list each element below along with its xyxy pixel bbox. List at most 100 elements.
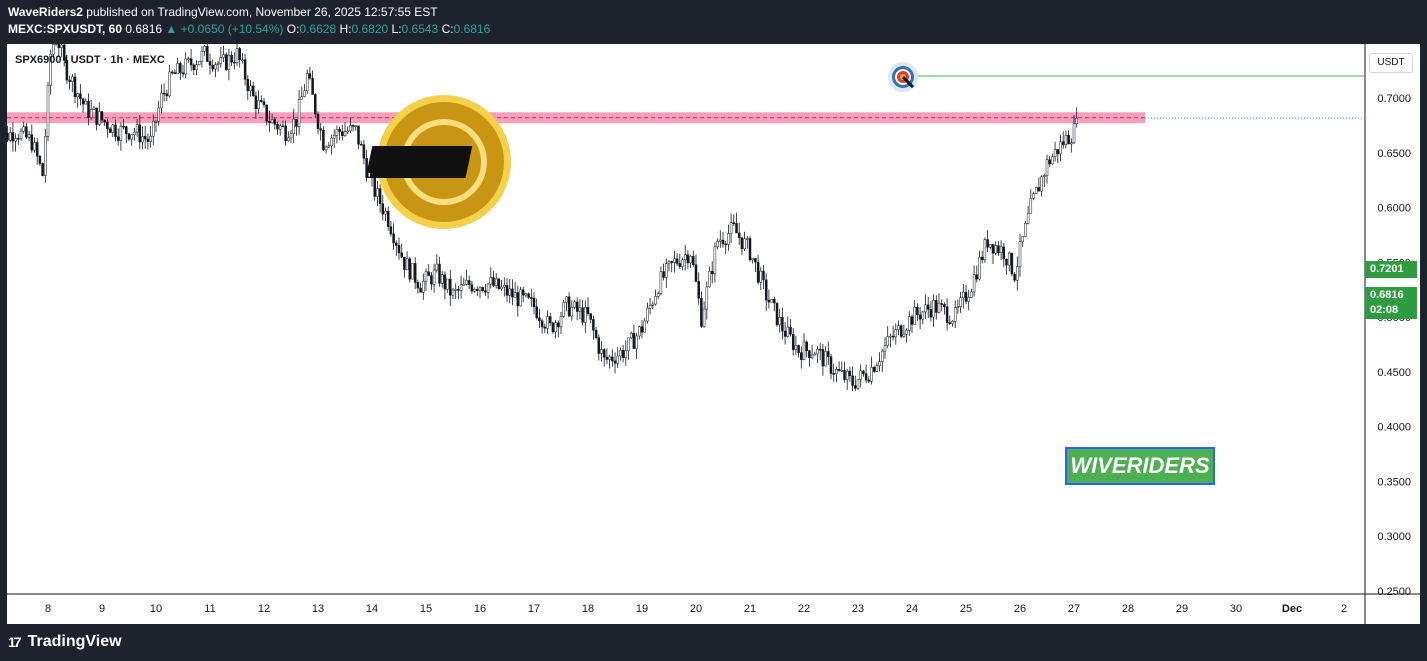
candle-body bbox=[824, 351, 827, 367]
candle-body bbox=[756, 261, 760, 283]
footer-brand[interactable]: TradingView bbox=[27, 633, 122, 650]
candle-body bbox=[365, 158, 368, 178]
x-tick-label: 8 bbox=[45, 603, 51, 615]
candle-body bbox=[68, 79, 71, 82]
candle-body bbox=[484, 290, 487, 293]
low-label: L: bbox=[391, 22, 402, 36]
candle-body bbox=[910, 316, 914, 325]
candle-body bbox=[152, 120, 155, 137]
candle-body bbox=[30, 134, 34, 151]
candle-body bbox=[743, 238, 746, 250]
candle-body bbox=[270, 119, 274, 124]
candle-body bbox=[192, 64, 196, 70]
candle-body bbox=[103, 119, 106, 123]
candle-body bbox=[989, 244, 992, 248]
candle-body bbox=[295, 119, 298, 127]
candle-body bbox=[611, 356, 614, 362]
candle-body bbox=[759, 270, 763, 283]
candle-body bbox=[1072, 123, 1076, 144]
candle-body bbox=[959, 297, 962, 308]
candle-body bbox=[764, 279, 768, 301]
candle-body bbox=[592, 319, 595, 331]
x-tick-label: 23 bbox=[852, 603, 864, 615]
candle-body bbox=[808, 350, 811, 359]
candle-body bbox=[184, 58, 187, 75]
candle-body bbox=[716, 240, 719, 248]
candle-body bbox=[656, 293, 660, 297]
candle-body bbox=[702, 308, 706, 327]
candle-body bbox=[470, 284, 474, 292]
candle-body bbox=[859, 370, 862, 380]
candle-body bbox=[473, 289, 476, 292]
candle-body bbox=[829, 356, 833, 374]
candle-body bbox=[794, 345, 798, 350]
x-tick-label: 25 bbox=[960, 603, 972, 615]
candle-body bbox=[1026, 212, 1030, 224]
candle-body bbox=[937, 303, 941, 313]
candle-body bbox=[689, 256, 692, 264]
candle-body bbox=[27, 134, 31, 138]
candle-body bbox=[837, 369, 841, 371]
candle-body bbox=[11, 132, 15, 142]
candle-body bbox=[200, 51, 204, 62]
candle-body bbox=[640, 326, 644, 333]
candle-body bbox=[1034, 187, 1038, 194]
candle-body bbox=[17, 138, 20, 140]
candle-body bbox=[816, 348, 819, 355]
candle-body bbox=[962, 291, 965, 299]
publisher-name[interactable]: WaveRiders2 bbox=[8, 5, 83, 19]
candle-body bbox=[168, 71, 171, 97]
currency-button[interactable]: USDT bbox=[1369, 53, 1413, 73]
candle-body bbox=[697, 281, 700, 299]
y-tick-label: 0.4500 bbox=[1377, 367, 1411, 379]
candle-body bbox=[805, 341, 808, 351]
brand-label: WIVERIDERS bbox=[1065, 447, 1215, 485]
candle-body bbox=[964, 291, 968, 302]
candle-body bbox=[322, 129, 325, 151]
candle-body bbox=[802, 341, 806, 360]
candle-body bbox=[629, 333, 633, 339]
candle-body bbox=[211, 64, 214, 70]
candle-body bbox=[160, 92, 163, 109]
candle-body bbox=[60, 44, 63, 49]
candle-body bbox=[489, 277, 493, 285]
candle-body bbox=[532, 297, 536, 307]
candle-body bbox=[451, 289, 455, 296]
candle-body bbox=[219, 57, 223, 64]
candle-body bbox=[754, 258, 757, 263]
chart-area[interactable]: 0.25000.30000.35000.40000.45000.50000.55… bbox=[7, 44, 1420, 624]
candle-body bbox=[980, 256, 984, 261]
candle-body bbox=[303, 90, 306, 97]
candle-body bbox=[349, 125, 352, 132]
candle-body bbox=[800, 352, 803, 360]
candle-body bbox=[503, 285, 506, 288]
candle-body bbox=[335, 129, 339, 136]
candle-body bbox=[8, 132, 12, 141]
candle-body bbox=[1021, 236, 1024, 243]
x-tick-label: 24 bbox=[906, 603, 918, 615]
candle-body bbox=[762, 270, 765, 281]
current-price-value: 0.6816 bbox=[1370, 289, 1404, 301]
candle-body bbox=[970, 291, 973, 298]
candle-body bbox=[778, 317, 781, 326]
candle-body bbox=[38, 155, 42, 164]
candle-body bbox=[521, 289, 525, 296]
candle-body bbox=[311, 77, 314, 95]
candle-body bbox=[408, 258, 412, 280]
candle-body bbox=[994, 245, 997, 254]
candle-body bbox=[619, 350, 622, 357]
candle-body bbox=[22, 126, 25, 132]
candle-body bbox=[197, 60, 201, 65]
chart-svg[interactable]: 0.25000.30000.35000.40000.45000.50000.55… bbox=[7, 44, 1420, 624]
candle-body bbox=[862, 370, 865, 375]
candle-body bbox=[991, 244, 995, 254]
candle-body bbox=[260, 100, 263, 103]
candle-body bbox=[100, 111, 104, 121]
ohlc-line: MEXC:SPXUSDT, 60 0.6816 ▲ +0.0650 (+10.5… bbox=[8, 22, 490, 36]
candle-body bbox=[76, 93, 79, 98]
x-tick-label: 22 bbox=[798, 603, 810, 615]
x-tick-label: 17 bbox=[528, 603, 540, 615]
candle-body bbox=[883, 345, 887, 352]
candle-body bbox=[978, 256, 981, 280]
candle-body bbox=[578, 307, 582, 312]
